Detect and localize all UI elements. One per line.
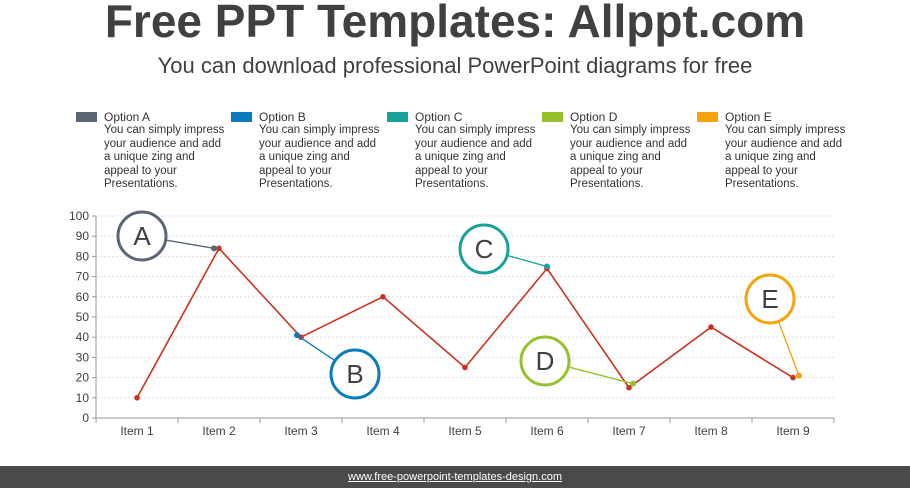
legend-label: Option E bbox=[725, 110, 772, 124]
x-tick-label: Item 7 bbox=[612, 424, 646, 438]
legend-swatch bbox=[387, 112, 408, 122]
callout-connector bbox=[296, 334, 336, 362]
callout-label: A bbox=[133, 221, 151, 251]
y-tick-label: 20 bbox=[76, 371, 90, 385]
callout-dot bbox=[294, 332, 300, 339]
x-tick-label: Item 8 bbox=[694, 424, 728, 438]
callout-dot bbox=[630, 380, 636, 387]
x-tick-label: Item 6 bbox=[530, 424, 564, 438]
callout-bubble bbox=[116, 210, 168, 262]
legend-description: You can simply impress your audience and… bbox=[259, 124, 380, 191]
y-tick-label: 40 bbox=[76, 330, 90, 344]
legend-description: You can simply impress your audience and… bbox=[570, 124, 691, 191]
callout-connector bbox=[506, 254, 548, 268]
callout-bubble bbox=[329, 348, 381, 400]
data-point bbox=[626, 384, 632, 391]
data-point bbox=[462, 364, 468, 371]
callout-label: C bbox=[475, 234, 494, 264]
legend-label: Option C bbox=[415, 110, 463, 124]
legend-label: Option A bbox=[104, 110, 151, 124]
legend-swatch bbox=[76, 112, 97, 122]
callout-label: D bbox=[536, 346, 555, 376]
callout-dot bbox=[544, 263, 550, 270]
y-tick-label: 60 bbox=[76, 290, 90, 304]
callout-connector bbox=[568, 366, 634, 385]
legend-swatch bbox=[542, 112, 563, 122]
legend-description: You can simply impress your audience and… bbox=[725, 124, 846, 191]
y-tick-label: 80 bbox=[76, 249, 90, 263]
x-tick-label: Item 5 bbox=[448, 424, 482, 438]
callout-connector bbox=[777, 321, 800, 376]
data-point bbox=[134, 395, 140, 401]
y-tick-label: 70 bbox=[76, 270, 90, 284]
y-tick-label: 100 bbox=[69, 209, 89, 223]
page-subtitle: You can download professional PowerPoint… bbox=[157, 53, 753, 78]
callout-label: E bbox=[761, 284, 778, 314]
legend-label: Option D bbox=[570, 110, 618, 124]
callout-dot bbox=[211, 245, 217, 252]
legend-swatch bbox=[231, 112, 252, 122]
footer-link[interactable]: www.free-powerpoint-templates-design.com bbox=[348, 471, 562, 483]
legend-label: Option B bbox=[259, 110, 306, 124]
line-chart: 0 10 20 30 40 50 60 70 80 90 100 Item 1 Item 2 Item 3… bbox=[69, 209, 835, 438]
data-point bbox=[708, 324, 714, 330]
page-title: Free PPT Templates: Allppt.com bbox=[104, 0, 806, 47]
x-tick-label: Item 4 bbox=[366, 424, 400, 438]
y-tick-label: 0 bbox=[82, 411, 89, 425]
x-tick-label: Item 3 bbox=[284, 424, 318, 438]
series-line bbox=[136, 246, 794, 399]
data-point bbox=[790, 374, 796, 381]
callout-dot bbox=[796, 372, 802, 379]
callout-bubble bbox=[744, 273, 796, 325]
legend-description: You can simply impress your audience and… bbox=[104, 124, 225, 191]
legend-swatch bbox=[697, 112, 718, 122]
x-tick-label: Item 2 bbox=[202, 424, 236, 438]
x-tick-label: Item 9 bbox=[776, 424, 810, 438]
y-tick-label: 90 bbox=[76, 229, 90, 243]
data-point bbox=[380, 294, 386, 300]
y-tick-label: 50 bbox=[76, 310, 90, 324]
callout-bubble bbox=[519, 335, 571, 387]
callout-label: B bbox=[346, 359, 363, 389]
callout-connector bbox=[165, 239, 215, 250]
callout-bubble bbox=[458, 223, 510, 275]
data-point bbox=[216, 245, 222, 252]
legend-description: You can simply impress your audience and… bbox=[415, 124, 536, 191]
x-tick-label: Item 1 bbox=[120, 424, 154, 438]
y-tick-label: 30 bbox=[76, 350, 90, 364]
footer: www.free-powerpoint-templates-design.com bbox=[0, 466, 910, 488]
y-tick-label: 10 bbox=[76, 391, 90, 405]
